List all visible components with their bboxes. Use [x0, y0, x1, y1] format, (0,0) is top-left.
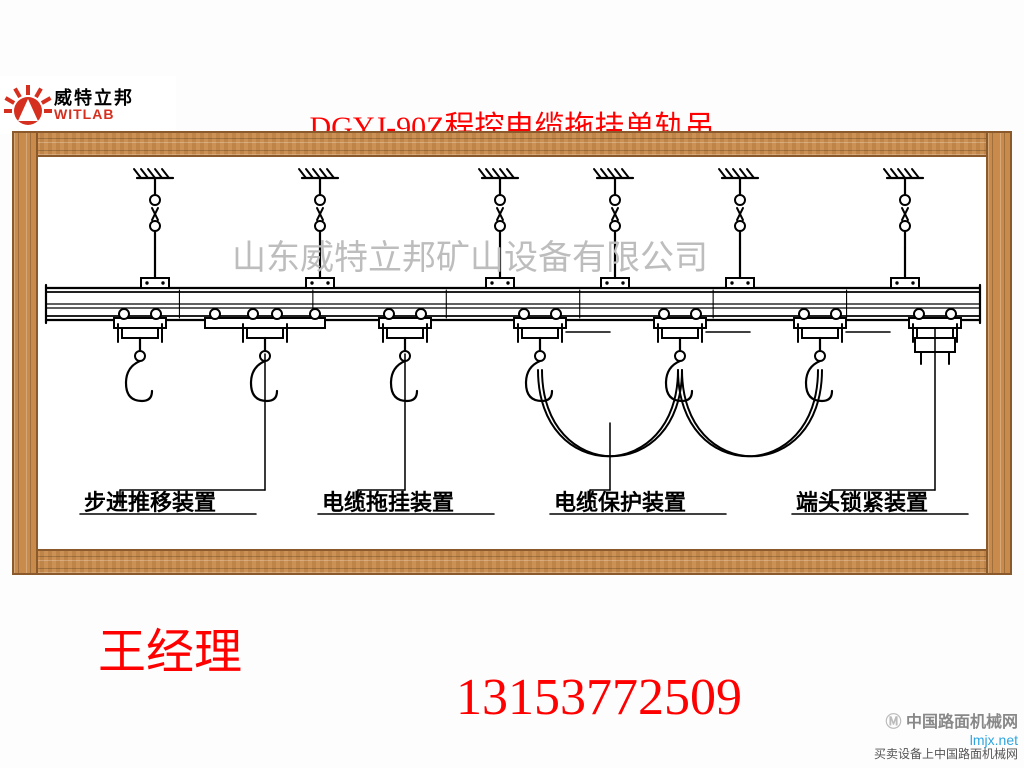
page-title: DGYJ-90Z程控电缆拖挂单轨吊	[0, 102, 1024, 146]
corner-logo-icon: Ⓜ	[886, 714, 902, 731]
corner-tagline: 买卖设备上中国路面机械网	[874, 748, 1018, 762]
monorail-diagram: 步进推移装置 电缆拖挂装置 电缆保护装置 端头锁紧装置	[40, 158, 986, 548]
contact-phone: 13153772509	[456, 668, 742, 727]
watermark-text: 山东威特立邦矿山设备有限公司	[232, 230, 708, 279]
site-watermark: Ⓜ 中国路面机械网 lmjx.net 买卖设备上中国路面机械网	[874, 714, 1018, 762]
corner-url: lmjx.net	[874, 732, 1018, 748]
diagram-panel: 步进推移装置 电缆拖挂装置 电缆保护装置 端头锁紧装置	[40, 158, 986, 548]
svg-text:步进推移装置: 步进推移装置	[84, 490, 216, 515]
stage: 威特立邦 WITLAB DGYJ-90Z程控电缆拖挂单轨吊 步进推移装置电缆拖挂…	[0, 0, 1024, 768]
svg-text:电缆拖挂装置: 电缆拖挂装置	[322, 490, 454, 515]
svg-text:电缆保护装置: 电缆保护装置	[554, 490, 686, 515]
corner-brand: 中国路面机械网	[906, 714, 1018, 731]
contact-name: 王经理	[98, 612, 242, 682]
svg-text:端头锁紧装置: 端头锁紧装置	[796, 490, 928, 515]
